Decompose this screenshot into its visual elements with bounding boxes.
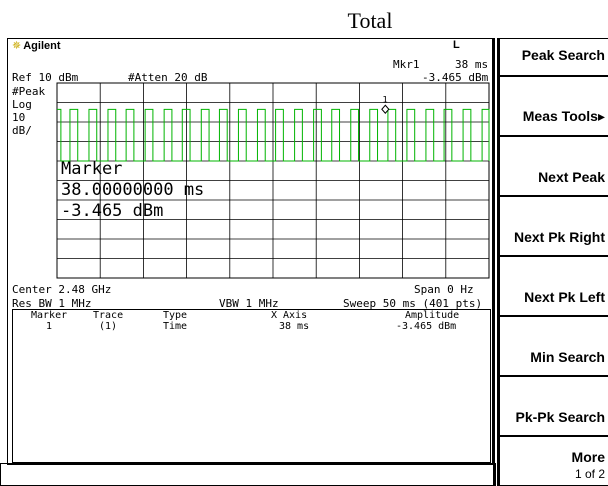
marker-x-value: 38 ms [455, 58, 489, 71]
marker-readout: Marker 38.00000000 ms -3.465 dBm [61, 159, 204, 222]
status-bar [0, 463, 496, 486]
scale-labels: #Peak Log 10 dB/ [12, 85, 45, 137]
softkey-menu: Peak Search Meas Tools▸ Next Peak Next P… [493, 38, 608, 486]
detector-label: #Peak [12, 85, 46, 98]
marker-1: 1 [381, 95, 390, 115]
marker-table: Marker Trace Type X Axis Amplitude 1 (1)… [12, 309, 491, 463]
reference-level: Ref 10 dBm [12, 71, 79, 84]
brand-name: Agilent [23, 40, 61, 52]
marker-readout-y: -3.465 dBm [61, 201, 164, 221]
scale-type-label: Log [12, 98, 32, 111]
trace-1 [57, 108, 490, 162]
col-header-type: Type [163, 310, 188, 321]
softkey-next-peak[interactable]: Next Peak [499, 136, 608, 196]
agilent-spark-icon: ✵ [12, 40, 22, 52]
marker-readout-x: 38.00000000 ms [61, 180, 205, 200]
sweep-time: Sweep 50 ms (401 pts) [343, 297, 483, 310]
softkey-next-pk-left[interactable]: Next Pk Left [499, 256, 608, 316]
softkey-divider [493, 38, 495, 486]
col-header-marker: Marker [31, 310, 68, 321]
scale-unit-label: dB/ [12, 124, 32, 137]
marker-number: 1 [382, 95, 387, 105]
marker-label: Mkr1 [393, 58, 420, 71]
span: Span 0 Hz [414, 283, 474, 296]
marker-diamond [381, 104, 390, 115]
softkey-more[interactable]: More 1 of 2 [499, 436, 608, 486]
softkey-min-search[interactable]: Min Search [499, 316, 608, 376]
figure-title: Total [347, 8, 393, 33]
trace-plot: 1 [56, 82, 490, 279]
center-frequency: Center 2.48 GHz [12, 283, 112, 296]
video-bandwidth: VBW 1 MHz [219, 297, 279, 310]
softkey-meas-tools[interactable]: Meas Tools▸ [499, 76, 608, 136]
col-header-trace: Trace [93, 310, 124, 321]
local-indicator: L [453, 39, 460, 51]
softkey-peak-search[interactable]: Peak Search [499, 38, 608, 76]
marker-y-value: -3.465 dBm [422, 71, 489, 84]
resolution-bandwidth: Res BW 1 MHz [12, 297, 92, 310]
cell-type: Time [163, 321, 188, 332]
scale-value-label: 10 [12, 111, 26, 124]
cell-trace: (1) [99, 321, 118, 332]
softkey-next-pk-right[interactable]: Next Pk Right [499, 196, 608, 256]
col-header-x-axis: X Axis [271, 310, 308, 321]
softkey-pk-pk-search[interactable]: Pk-Pk Search [499, 376, 608, 436]
marker-readout-title: Marker [61, 159, 123, 179]
cell-x-axis: 38 ms [279, 321, 310, 332]
attenuation: #Atten 20 dB [128, 71, 208, 84]
trace-line [57, 108, 490, 162]
cell-marker: 1 [46, 321, 53, 332]
brand-logo: ✵ Agilent [12, 39, 61, 52]
col-header-amplitude: Amplitude [405, 310, 460, 321]
cell-amplitude: -3.465 dBm [396, 321, 457, 332]
